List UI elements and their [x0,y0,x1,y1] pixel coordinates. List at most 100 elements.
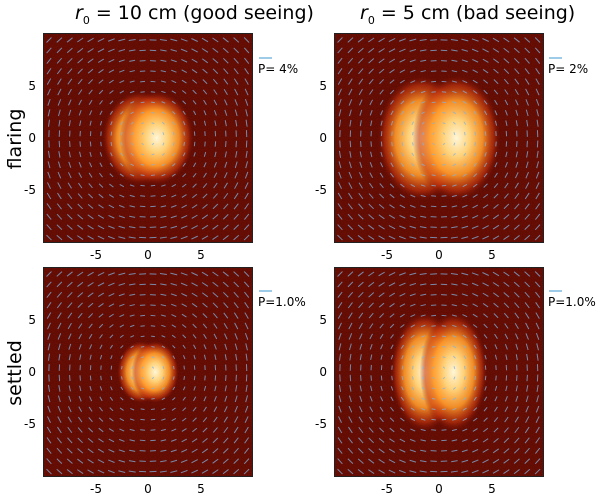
polarization-vector [88,183,93,189]
polarization-vector [233,291,239,298]
polarization-vector [160,439,167,442]
x-tick: 0 [435,482,443,496]
polarization-vector [451,80,457,83]
polarization-vector [482,225,489,230]
polarization-vector [68,395,72,402]
polarization-vector [379,99,384,105]
polarization-vector [202,437,208,443]
x-tick: 0 [144,482,152,496]
polarization-vector [201,271,209,277]
polarization-vector [67,312,73,319]
polarization-vector [170,236,178,239]
polarization-vector [233,302,239,309]
polarization-vector [368,312,374,319]
polarization-vector [181,303,187,308]
polarization-vector [78,99,82,106]
polarization-vector [524,271,531,277]
polarization-vector [141,387,145,390]
polarization-vector [233,57,239,64]
polarization-vector [431,397,436,400]
polarization-vector [378,302,385,308]
polarization-vector [379,323,384,329]
polarization-vector [442,345,446,348]
polarization-vector [109,90,114,94]
polarization-vector [337,447,343,454]
polarization-vector [474,142,477,146]
polarization-vector [492,58,500,64]
polarization-vector [89,396,93,402]
polarization-vector [46,426,52,434]
polarization-vector [180,235,188,240]
polarization-vector [421,152,425,156]
polarization-vector [78,333,82,340]
polarization-vector [172,163,176,167]
polarization-vector [514,78,520,85]
polarization-vector [98,427,104,433]
polarization-vector [451,194,457,198]
polarization-vector [119,80,125,84]
polarization-vector [348,182,353,189]
polarization-vector [483,183,488,188]
polarization-vector [245,150,248,158]
polarization-vector [358,426,364,434]
x-tick: -5 [381,482,393,496]
polarization-vector [47,384,51,392]
polarization-vector [161,163,166,167]
polarization-vector [56,68,62,75]
panel-image [335,34,543,242]
polarization-vector [89,151,92,157]
polarization-vector [380,162,384,168]
polarization-vector [67,406,72,413]
polarization-vector [222,271,229,277]
polarization-vector [357,447,364,454]
polarization-vector [233,271,240,277]
polarization-vector [337,281,343,288]
polarization-vector [100,375,102,381]
polarization-vector [379,427,385,433]
polarization-vector [492,448,500,454]
polarization-vector [233,437,239,444]
polarization-vector [201,48,209,53]
polarization-vector [514,88,519,96]
polarization-vector [68,333,72,340]
polarization-vector [87,282,94,287]
polarization-vector [410,173,415,177]
polarization-vector [409,215,416,219]
polarization-vector [337,203,343,210]
y-tick: 0 [28,365,36,379]
polarization-vector [109,110,114,115]
polarization-vector [379,89,384,95]
polarization-vector [233,37,240,43]
polarization-vector [410,100,415,105]
polarization-vector [442,111,446,114]
polarization-vector [378,203,385,209]
polarization-vector [432,387,436,390]
polarization-vector [391,375,393,381]
polarization-vector [525,405,529,413]
polarization-vector [233,78,239,85]
y-tick: 5 [319,79,327,93]
polarization-vector [400,407,405,412]
polarization-vector [192,183,197,188]
polarization-vector [108,438,115,443]
polarization-vector [503,458,510,464]
polarization-vector [99,334,103,339]
polarization-vector [191,235,198,240]
polarization-vector [495,375,497,381]
polarization-vector [368,68,374,74]
polarization-vector [88,79,94,85]
polarization-vector [151,174,155,176]
polarization-vector [535,78,540,85]
polarization-vector [201,282,209,287]
column-title-good-seeing: r0 = 10 cm (good seeing) [75,2,314,27]
polarization-vector [399,215,406,219]
polarization-vector [201,224,209,230]
polarization-vector [515,99,519,106]
polarization-vector [504,110,508,116]
polarization-vector [67,437,73,444]
polarization-vector [442,153,446,156]
polarization-vector [464,365,466,370]
polarization-vector [87,37,94,43]
polarization-vector [472,449,479,453]
polarization-vector [108,313,114,318]
